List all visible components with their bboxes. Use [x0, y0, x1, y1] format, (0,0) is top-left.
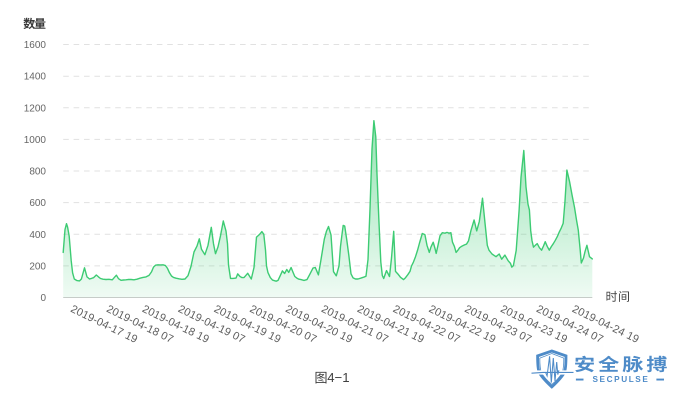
svg-text:1200: 1200 [24, 103, 47, 114]
svg-text:1400: 1400 [24, 72, 47, 83]
svg-text:1600: 1600 [24, 40, 47, 51]
svg-text:600: 600 [29, 198, 46, 209]
svg-text:800: 800 [29, 167, 46, 178]
svg-text:4−1: 4−1 [327, 370, 349, 385]
svg-text:0: 0 [40, 293, 46, 304]
svg-text:SECPULSE: SECPULSE [593, 375, 650, 384]
svg-text:400: 400 [29, 230, 46, 241]
svg-text:1000: 1000 [24, 135, 47, 146]
svg-text:200: 200 [29, 261, 46, 272]
